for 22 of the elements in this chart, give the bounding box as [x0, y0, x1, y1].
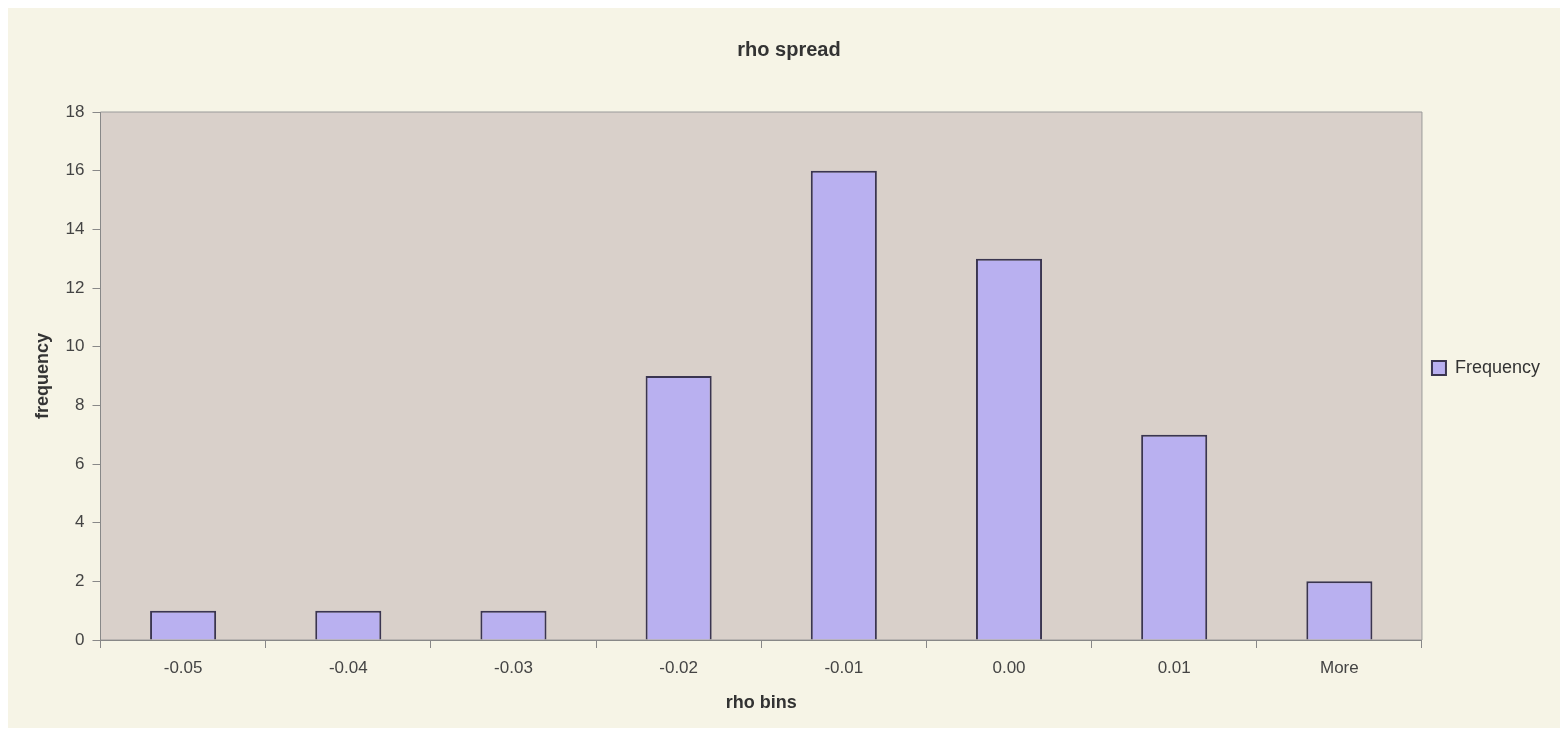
- x-tick-label: -0.01: [824, 657, 864, 677]
- y-tick-label: 6: [75, 453, 85, 473]
- x-tick-label: More: [1320, 657, 1359, 677]
- y-tick-label: 2: [75, 571, 85, 591]
- y-tick-label: 10: [65, 336, 85, 356]
- y-tick-label: 4: [75, 512, 85, 532]
- y-tick-label: 18: [65, 101, 85, 121]
- chart-title: rho spread: [737, 37, 841, 60]
- legend-label: Frequency: [1454, 356, 1540, 377]
- y-tick-label: 12: [65, 277, 85, 297]
- x-tick-label: -0.03: [494, 657, 533, 677]
- x-tick-label: -0.04: [328, 657, 368, 677]
- y-axis-title: frequency: [31, 332, 52, 420]
- x-tick-label: -0.05: [163, 657, 203, 677]
- x-tick-label: 0.00: [992, 657, 1026, 677]
- x-tick-label: -0.02: [659, 657, 699, 677]
- x-axis-title: rho bins: [725, 692, 797, 713]
- x-tick-label: 0.01: [1157, 657, 1191, 677]
- y-tick-label: 14: [65, 219, 85, 239]
- y-tick-label: 16: [65, 160, 85, 180]
- y-tick-label: 8: [75, 395, 85, 415]
- y-tick-label: 0: [75, 629, 85, 649]
